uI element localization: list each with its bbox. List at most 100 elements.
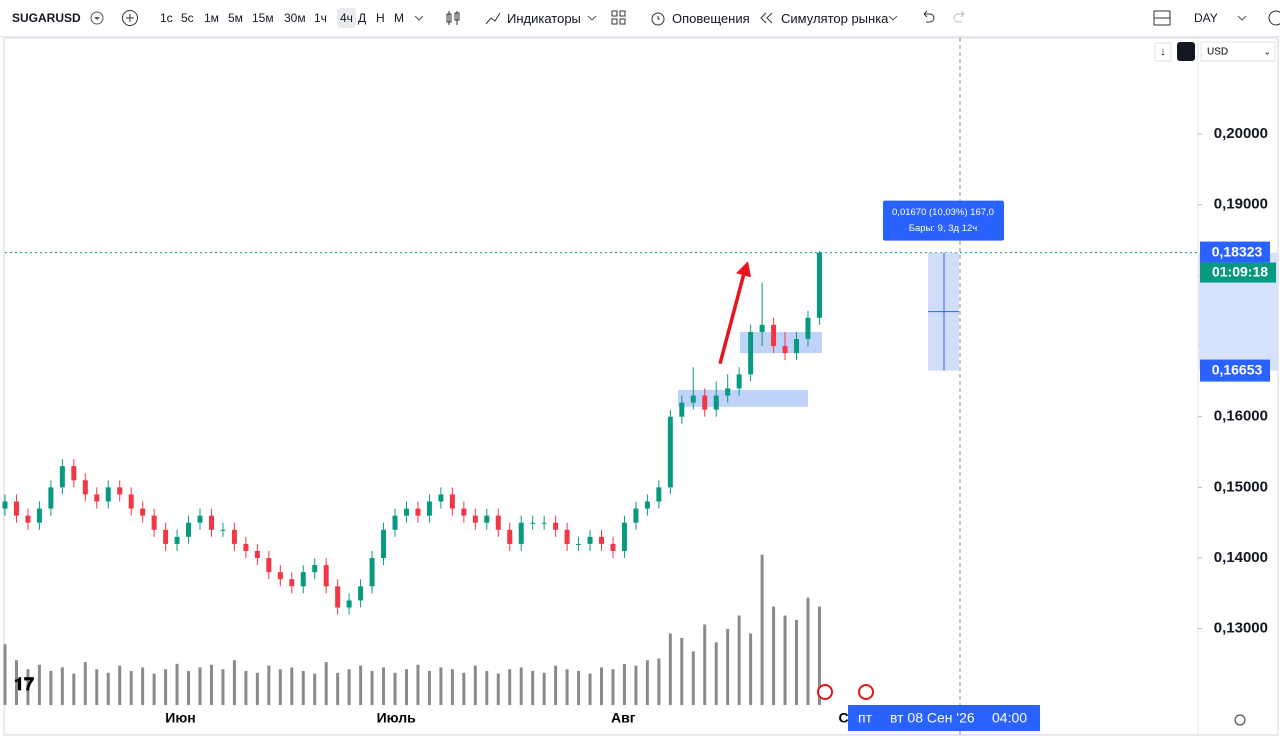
- volume-bar: [129, 671, 133, 705]
- time-badge-bg: [848, 705, 1040, 731]
- event-flag: [817, 684, 833, 700]
- volume-bar: [485, 671, 489, 705]
- volume-bar: [324, 662, 328, 705]
- time-day: пт: [858, 710, 873, 726]
- candle-body: [358, 586, 364, 601]
- candle-body: [2, 501, 8, 509]
- candle-body: [449, 494, 455, 509]
- clock-icon[interactable]: [1266, 9, 1280, 27]
- layout-icon[interactable]: [1153, 10, 1171, 26]
- indicators[interactable]: Индикаторы: [507, 11, 581, 26]
- candle-body: [713, 395, 719, 410]
- candle-body: [656, 487, 662, 502]
- chevron[interactable]: [1236, 12, 1248, 24]
- time-date: вт 08 Сен '26: [890, 710, 975, 726]
- candle-body: [117, 487, 123, 495]
- volume-bar: [760, 554, 764, 705]
- candle-body: [335, 586, 341, 608]
- interval[interactable]: 1ч: [314, 11, 327, 25]
- arrow-head: [736, 261, 751, 278]
- chevron[interactable]: [887, 12, 899, 24]
- interval[interactable]: 5с: [181, 11, 194, 25]
- volume-bar: [175, 663, 179, 705]
- icon[interactable]: [88, 10, 106, 26]
- interval[interactable]: 5м: [228, 11, 243, 25]
- volume-bar: [301, 671, 305, 705]
- chevron[interactable]: [413, 12, 425, 24]
- symbol[interactable]: SUGARUSD: [12, 11, 81, 25]
- candle-body: [633, 508, 639, 523]
- volume-bar: [313, 673, 317, 705]
- chevron[interactable]: [586, 12, 598, 24]
- y-tick-label: 0,14000: [1214, 549, 1268, 566]
- price-badge-bg: [1200, 241, 1270, 263]
- volume-bar: [726, 628, 730, 705]
- candle-body: [128, 494, 134, 509]
- volume-bar: [267, 665, 271, 705]
- settings[interactable]: [1234, 714, 1246, 726]
- volume-bar: [3, 644, 7, 705]
- interval[interactable]: 1с: [160, 11, 173, 25]
- chart-type[interactable]: [444, 9, 462, 27]
- replay-icon[interactable]: [759, 11, 775, 25]
- volume-bar: [645, 660, 649, 705]
- volume-bar: [95, 669, 99, 705]
- interval[interactable]: 15м: [252, 11, 274, 25]
- volume-bar: [26, 669, 30, 705]
- candle-body: [312, 565, 318, 573]
- volume-bar: [714, 642, 718, 705]
- alerts-icon[interactable]: [649, 9, 667, 27]
- indicators-icon[interactable]: [484, 9, 502, 27]
- interval[interactable]: Д: [358, 11, 367, 25]
- interval[interactable]: 4ч: [337, 8, 356, 28]
- y-tick-label: 0,13000: [1214, 620, 1268, 637]
- x-tick-label: С: [838, 710, 848, 726]
- volume-bar: [588, 673, 592, 705]
- y-tick-label: 0,15000: [1214, 478, 1268, 495]
- volume-bar: [164, 669, 168, 705]
- scale-btn[interactable]: [1154, 42, 1172, 62]
- chart: ↓ USD ⌄ 0,01670 (10,03%) 167,0 Бары: 9, 3…: [2, 37, 1279, 736]
- undo[interactable]: [920, 10, 936, 24]
- volume-bar: [382, 667, 386, 705]
- currency-select[interactable]: [1200, 41, 1276, 62]
- candle-body: [186, 522, 192, 537]
- candle-body: [644, 501, 650, 509]
- candle-body: [71, 466, 77, 481]
- interval[interactable]: 30м: [284, 11, 306, 25]
- layout[interactable]: DAY: [1194, 11, 1218, 25]
- volume-bar: [795, 620, 799, 705]
- icon: ↓: [1160, 46, 1166, 58]
- volume-bar: [359, 665, 363, 705]
- interval[interactable]: 1м: [204, 11, 219, 25]
- interval[interactable]: Н: [376, 11, 385, 25]
- y-tick-label: 0,16000: [1214, 408, 1268, 425]
- candle-body: [289, 579, 295, 587]
- volume-bar: [209, 664, 213, 705]
- volume-bar: [680, 637, 684, 705]
- candle-body: [472, 515, 478, 523]
- volume-bar: [255, 672, 259, 705]
- candle-body: [48, 487, 54, 509]
- interval[interactable]: М: [394, 11, 404, 25]
- candle-body: [151, 515, 157, 530]
- volume-bar: [772, 606, 776, 705]
- alerts[interactable]: Оповещения: [672, 11, 750, 26]
- zone: [678, 389, 808, 407]
- measure-bars: Бары: 9, 3д 12ч: [909, 223, 978, 234]
- candle-body: [82, 480, 88, 495]
- candle-body: [369, 558, 375, 587]
- last-price-badge: 0,18323: [1212, 243, 1263, 259]
- replay[interactable]: Симулятор рынка: [781, 11, 889, 26]
- add-symbol[interactable]: [121, 9, 139, 27]
- candle-body: [300, 572, 306, 587]
- redo[interactable]: [952, 10, 968, 24]
- layouts-icon[interactable]: [611, 10, 627, 26]
- volume-bar: [49, 671, 53, 705]
- volume-bar: [106, 672, 110, 705]
- candle-body: [94, 494, 100, 502]
- candle-body: [243, 543, 249, 551]
- volume: [3, 554, 821, 705]
- auto-btn[interactable]: [1177, 42, 1195, 61]
- y-tick-label: 0,20000: [1214, 125, 1268, 142]
